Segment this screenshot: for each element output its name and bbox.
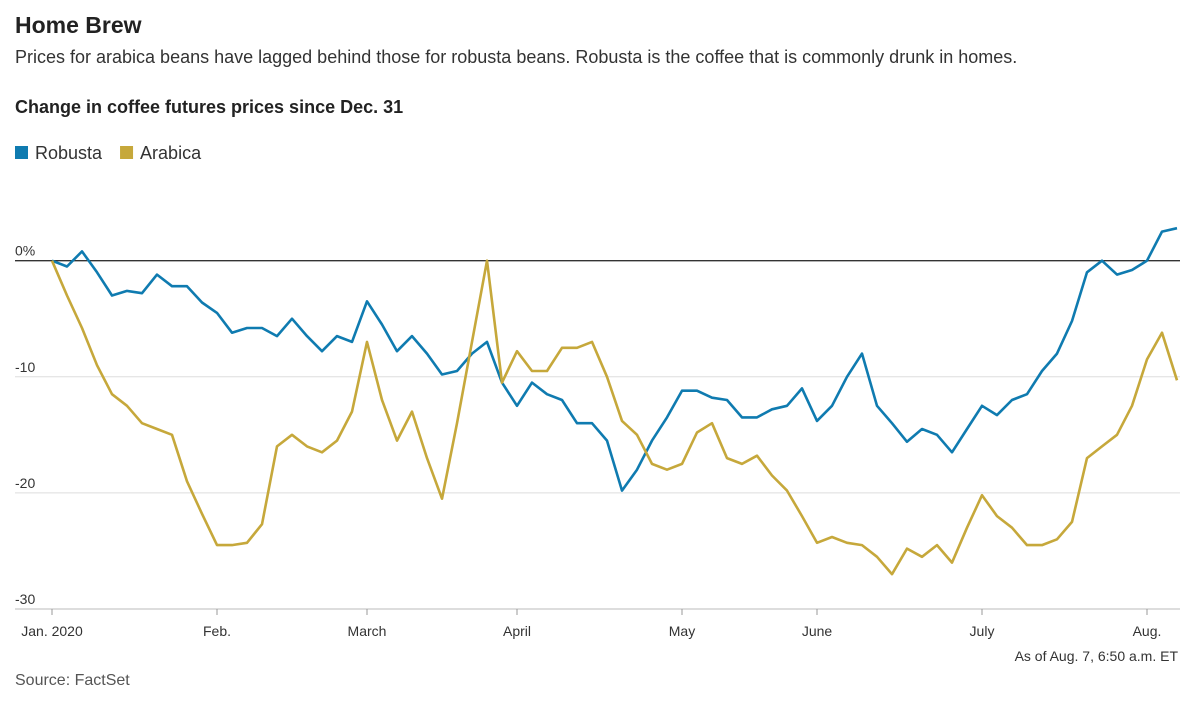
x-tick-label: March bbox=[348, 623, 387, 639]
x-tick-label: April bbox=[503, 623, 531, 639]
legend-swatch bbox=[15, 146, 28, 159]
y-tick-label: 0% bbox=[15, 243, 35, 259]
x-tick-label: Feb. bbox=[203, 623, 231, 639]
x-tick-label: June bbox=[802, 623, 833, 639]
legend-label: Arabica bbox=[140, 143, 202, 163]
x-tick-label: May bbox=[669, 623, 695, 639]
chart-label: Change in coffee futures prices since De… bbox=[15, 97, 403, 117]
line-series bbox=[50, 259, 1179, 576]
line-series bbox=[51, 226, 1178, 492]
legend-swatch bbox=[120, 146, 134, 159]
x-tick-label: July bbox=[970, 623, 995, 639]
y-tick-label: -20 bbox=[15, 475, 35, 491]
y-tick-label: -30 bbox=[15, 591, 35, 607]
y-tick-label: -10 bbox=[15, 359, 35, 375]
chart-subtitle: Prices for arabica beans have lagged beh… bbox=[15, 47, 1017, 67]
note: As of Aug. 7, 6:50 a.m. ET bbox=[1015, 648, 1179, 664]
legend-label: Robusta bbox=[35, 143, 103, 163]
source: Source: FactSet bbox=[15, 672, 130, 689]
x-tick-label: Jan. 2020 bbox=[21, 623, 83, 639]
x-tick-label: Aug. bbox=[1133, 623, 1162, 639]
chart-title: Home Brew bbox=[15, 12, 142, 38]
